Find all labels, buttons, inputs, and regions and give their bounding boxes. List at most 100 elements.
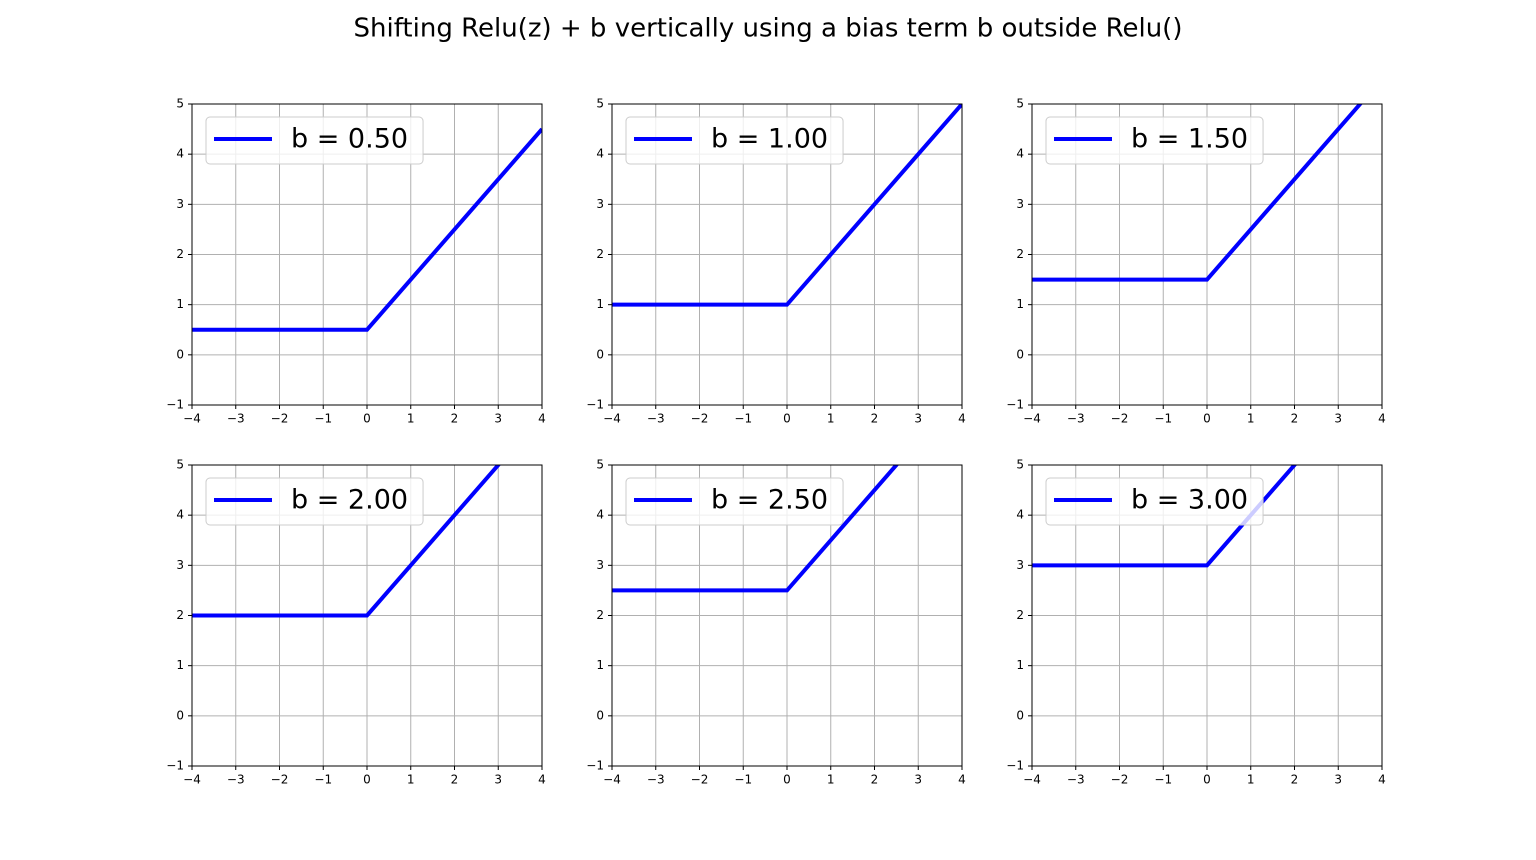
y-tick-label: 5: [176, 97, 184, 111]
x-tick-label: −1: [1154, 412, 1172, 426]
subplot: −4 −3 −2 −1 0 1 2 3 4 −1 0 1 2 3 4 5 b = 0.50: [166, 97, 546, 426]
y-tick-label: 0: [596, 708, 604, 722]
axes-frame: [1031, 103, 1383, 406]
x-tick-label: −1: [734, 412, 752, 426]
x-tick-label: −2: [691, 773, 709, 787]
y-tick-label: 2: [1016, 608, 1024, 622]
y-tick-label: 3: [176, 197, 184, 211]
legend-label: b = 1.50: [1131, 124, 1248, 155]
y-tick-label: 5: [176, 458, 184, 472]
x-tick-label: 2: [1291, 412, 1299, 426]
x-tick-label: 1: [827, 412, 835, 426]
x-tick-label: 3: [914, 773, 922, 787]
x-tick-label: 1: [1247, 412, 1255, 426]
x-tick-label: −4: [183, 412, 201, 426]
y-tick-label: −1: [166, 759, 184, 773]
y-tick-label: 0: [1016, 347, 1024, 361]
legend: b = 1.50: [1045, 116, 1264, 165]
x-tick-label: 4: [538, 773, 546, 787]
axes-frame: [1031, 464, 1383, 767]
legend-box: [625, 477, 844, 526]
x-tick-label: −2: [271, 773, 289, 787]
y-tick-label: −1: [166, 398, 184, 412]
legend-box: [1045, 477, 1264, 526]
axes-frame: [191, 464, 543, 767]
y-tick-label: 3: [1016, 558, 1024, 572]
figure-title: Shifting Relu(z) + b vertically using a …: [354, 14, 1183, 44]
x-tick-label: −3: [647, 412, 665, 426]
x-tick-label: 4: [1378, 412, 1386, 426]
x-tick-label: 2: [451, 773, 459, 787]
series-line: [612, 465, 900, 593]
y-tick-label: 0: [1016, 708, 1024, 722]
x-tick-label: −2: [271, 412, 289, 426]
y-tick-label: 1: [596, 297, 604, 311]
x-tick-label: 0: [363, 773, 371, 787]
y-tick-label: 2: [1016, 247, 1024, 261]
y-tick-label: −1: [586, 398, 604, 412]
series-line: [612, 104, 962, 307]
x-tick-label: −3: [1067, 412, 1085, 426]
x-tick-label: 2: [1291, 773, 1299, 787]
legend-label: b = 0.50: [291, 124, 408, 155]
legend-label: b = 2.00: [291, 485, 408, 516]
y-tick-label: 2: [176, 608, 184, 622]
y-tick-label: 5: [1016, 458, 1024, 472]
y-tick-label: 4: [1016, 147, 1024, 161]
x-tick-label: −4: [603, 412, 621, 426]
y-tick-label: 3: [176, 558, 184, 572]
axes-frame: [611, 103, 963, 406]
x-tick-label: −3: [227, 412, 245, 426]
x-tick-label: 2: [871, 412, 879, 426]
y-tick-label: 1: [176, 297, 184, 311]
y-tick-label: 2: [596, 247, 604, 261]
x-tick-label: 2: [451, 412, 459, 426]
x-tick-label: 4: [1378, 773, 1386, 787]
legend: b = 0.50: [205, 116, 424, 165]
y-tick-label: 2: [176, 247, 184, 261]
legend-box: [1045, 116, 1264, 165]
x-tick-label: −2: [691, 412, 709, 426]
y-tick-label: 4: [176, 147, 184, 161]
series-line: [192, 465, 501, 618]
x-tick-label: −1: [1154, 773, 1172, 787]
subplot: −4 −3 −2 −1 0 1 2 3 4 −1 0 1 2 3 4 5 b = 2.00: [166, 458, 546, 787]
legend: b = 2.00: [205, 477, 424, 526]
x-tick-label: 3: [1334, 412, 1342, 426]
x-tick-label: −4: [603, 773, 621, 787]
x-tick-label: 0: [1203, 412, 1211, 426]
x-tick-label: 4: [538, 412, 546, 426]
y-tick-label: 5: [1016, 97, 1024, 111]
series-line: [192, 127, 542, 332]
y-tick-label: 4: [596, 147, 604, 161]
y-tick-label: 4: [1016, 508, 1024, 522]
x-tick-label: −1: [314, 412, 332, 426]
y-tick-label: −1: [1006, 398, 1024, 412]
x-tick-label: −2: [1111, 412, 1129, 426]
y-tick-label: 4: [176, 508, 184, 522]
x-tick-label: 1: [407, 773, 415, 787]
x-tick-label: 0: [363, 412, 371, 426]
y-tick-label: 1: [1016, 658, 1024, 672]
x-tick-label: 4: [958, 412, 966, 426]
legend-label: b = 1.00: [711, 124, 828, 155]
x-tick-label: 1: [407, 412, 415, 426]
x-tick-label: 2: [871, 773, 879, 787]
y-tick-label: 3: [596, 558, 604, 572]
subplot: −4 −3 −2 −1 0 1 2 3 4 −1 0 1 2 3 4 5 b = 2.50: [586, 458, 966, 787]
axes-frame: [191, 103, 543, 406]
x-tick-label: −3: [227, 773, 245, 787]
y-tick-label: 0: [176, 347, 184, 361]
axes-frame: [611, 464, 963, 767]
series-line: [1032, 104, 1363, 282]
legend-box: [205, 477, 424, 526]
x-tick-label: 4: [958, 773, 966, 787]
x-tick-label: −2: [1111, 773, 1129, 787]
legend-label: b = 3.00: [1131, 485, 1248, 516]
y-tick-label: 1: [1016, 297, 1024, 311]
subplot: −4 −3 −2 −1 0 1 2 3 4 −1 0 1 2 3 4 5 b = 3.00: [1006, 458, 1386, 787]
x-tick-label: 0: [783, 773, 791, 787]
x-tick-label: 3: [1334, 773, 1342, 787]
legend: b = 3.00: [1045, 477, 1264, 526]
